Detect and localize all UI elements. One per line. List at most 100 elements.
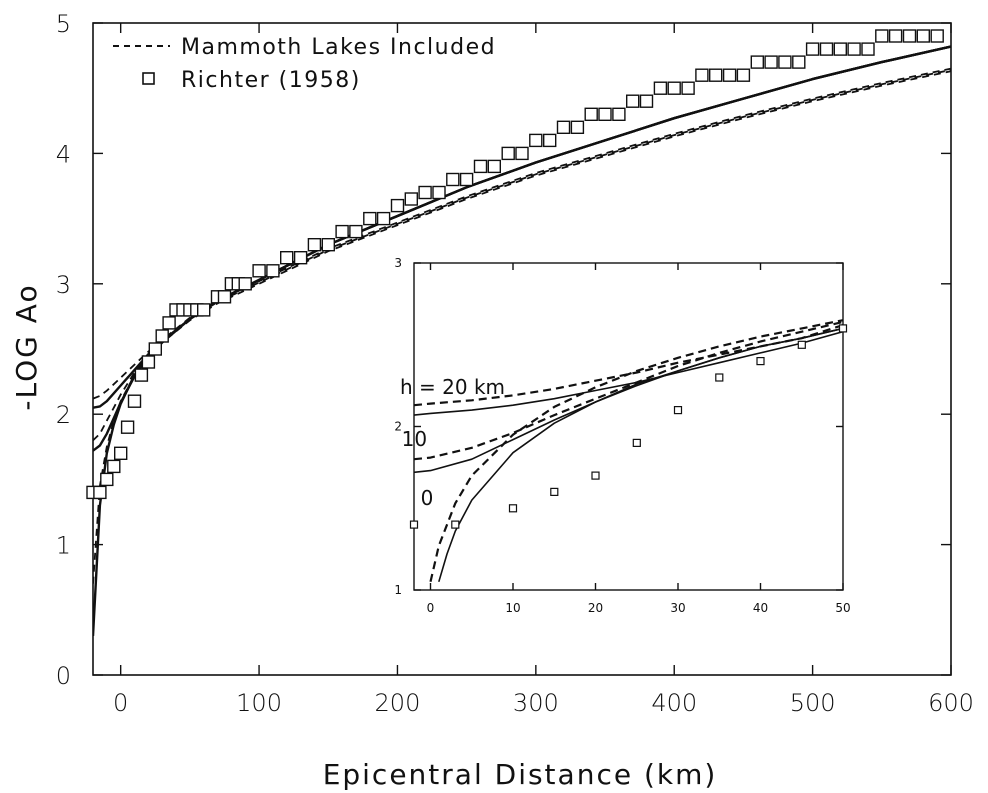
inset-dashed-curve-h0 <box>429 319 843 583</box>
main-richter-point <box>113 446 128 460</box>
main-richter-point <box>792 55 806 69</box>
inset-solid-curve-h10 <box>414 327 843 474</box>
main-richter-point <box>584 107 598 122</box>
main-richter-point <box>141 355 156 369</box>
main-x-tick-label: 600 <box>928 689 974 717</box>
inset-richter-point <box>591 471 600 480</box>
inset-richter-point <box>632 438 641 447</box>
inset-richter-point <box>838 324 848 333</box>
main-richter-point <box>501 146 515 161</box>
main-richter-point <box>833 42 847 56</box>
main-richter-point <box>100 472 114 487</box>
inset-x-tick-label: 40 <box>753 601 768 615</box>
inset-x-tick-label: 0 <box>427 601 435 615</box>
inset-richter-point <box>715 373 724 382</box>
main-richter-point <box>626 94 640 108</box>
main-richter-point <box>529 133 543 148</box>
legend: Mammoth Lakes Included Richter (1958) <box>113 35 496 93</box>
main-richter-point <box>446 172 460 187</box>
main-richter-point <box>127 394 142 408</box>
main-richter-point <box>875 29 889 43</box>
inset-dashed-curve-h10 <box>414 320 843 461</box>
main-solid-curve-h20 <box>93 45 951 409</box>
main-y-tick-label: 2 <box>56 401 71 429</box>
main-richter-point <box>736 68 751 82</box>
main-richter-point <box>148 342 163 356</box>
main-richter-point <box>196 303 211 317</box>
main-richter-point <box>459 172 474 187</box>
legend-square-marker <box>142 72 155 85</box>
main-plot-area <box>93 45 951 636</box>
main-richter-point <box>307 237 322 252</box>
inset-depth-annotation: 0 <box>421 486 434 510</box>
main-richter-point <box>847 42 861 56</box>
main-richter-point <box>764 55 778 69</box>
main-richter-point <box>280 250 294 265</box>
main-richter-point <box>390 198 405 213</box>
main-richter-point <box>515 146 529 161</box>
main-richter-point <box>612 107 626 122</box>
main-richter-point <box>930 29 944 43</box>
main-richter-point <box>695 68 709 82</box>
main-y-tick-label: 5 <box>56 10 71 38</box>
main-richter-point <box>639 94 654 108</box>
main-richter-point <box>543 133 557 148</box>
legend-label-mammoth: Mammoth Lakes Included <box>181 35 496 60</box>
main-richter-point <box>404 192 418 206</box>
main-x-tick-label: 0 <box>113 689 128 717</box>
inset-richter-point <box>451 520 460 529</box>
main-richter-point <box>487 159 501 174</box>
inset-richter-point <box>797 340 806 349</box>
inset-richter-point <box>756 357 765 366</box>
main-x-tick-label: 400 <box>651 689 697 717</box>
inset-plot-area <box>414 319 843 583</box>
main-richter-point <box>349 224 363 239</box>
main-richter-point <box>722 68 737 82</box>
main-richter-point <box>653 81 668 95</box>
main-richter-point <box>217 290 232 304</box>
main-richter-point <box>293 250 308 265</box>
inset-y-tick-label: 3 <box>394 256 402 270</box>
inset-depth-annotation: 10 <box>402 427 427 451</box>
main-richter-point <box>819 42 834 56</box>
legend-label-richter: Richter (1958) <box>181 68 361 93</box>
inset-frame <box>413 262 844 591</box>
y-axis-title: -LOG Ao <box>10 283 43 410</box>
main-richter-point <box>134 368 149 382</box>
main-richter-point <box>376 211 391 226</box>
main-y-tick-label: 3 <box>56 271 71 299</box>
main-richter-point <box>916 29 930 43</box>
main-y-tick-label: 0 <box>56 662 71 690</box>
inset-richter-point <box>508 504 518 513</box>
main-richter-point <box>902 29 917 43</box>
main-dashed-curve-h10 <box>93 69 951 441</box>
main-richter-point <box>93 485 107 500</box>
main-x-tick-label: 200 <box>375 689 421 717</box>
main-x-tick-label: 500 <box>790 689 836 717</box>
main-richter-point <box>418 185 432 200</box>
inset-y-tick-label: 1 <box>394 583 402 597</box>
main-richter-point <box>473 159 488 174</box>
main-richter-point <box>681 81 695 95</box>
main-richter-point <box>107 459 121 474</box>
main-richter-point <box>667 81 681 95</box>
main-richter-point <box>432 185 446 200</box>
main-richter-point <box>252 264 266 278</box>
main-richter-point <box>321 237 335 252</box>
inset-x-tick-label: 10 <box>505 601 520 615</box>
main-richter-point <box>162 316 176 330</box>
main-y-tick-label: 4 <box>56 140 71 168</box>
main-richter-point <box>805 42 820 56</box>
main-richter-point <box>363 211 377 226</box>
inset-plot: 0 10 20 30 40 50 1 2 3 h = 20 km 10 0 <box>394 256 850 615</box>
inset-solid-curve-h20 <box>414 330 843 416</box>
main-richter-point <box>155 329 169 343</box>
main-richter-point <box>888 29 903 43</box>
main-richter-point <box>750 55 764 69</box>
main-richter-point <box>266 264 280 278</box>
main-richter-point <box>570 120 585 135</box>
inset-x-tick-label: 50 <box>835 601 850 615</box>
main-richter-point <box>598 107 612 122</box>
main-richter-point <box>709 68 723 82</box>
